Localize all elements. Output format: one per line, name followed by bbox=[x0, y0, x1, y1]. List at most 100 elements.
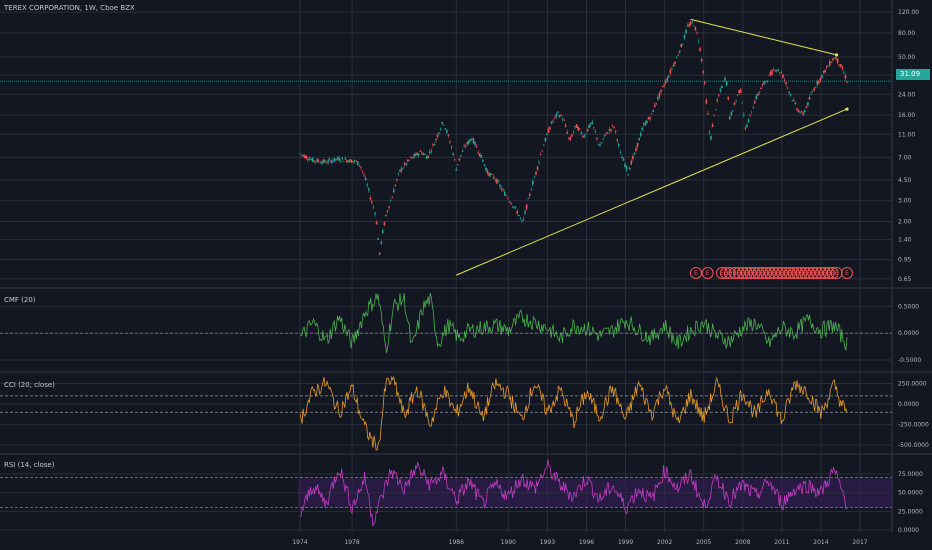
y-tick-label: -500.0000 bbox=[898, 442, 929, 449]
candle-body bbox=[500, 188, 503, 190]
candle-body bbox=[802, 112, 805, 115]
candle-body bbox=[603, 134, 606, 136]
earnings-marker-icon bbox=[779, 267, 792, 279]
candle-body bbox=[546, 133, 548, 135]
candle-body bbox=[836, 58, 839, 63]
indicator-line bbox=[299, 459, 848, 527]
candle-body bbox=[541, 150, 544, 152]
earnings-marker-icon bbox=[795, 267, 808, 279]
candle-body bbox=[652, 109, 654, 113]
candle-body bbox=[668, 76, 670, 78]
candle-body bbox=[302, 154, 304, 156]
y-tick-label: 24.00 bbox=[898, 91, 915, 98]
earnings-marker-icon bbox=[764, 267, 777, 279]
earnings-marker-label: E bbox=[819, 270, 823, 277]
candle-body bbox=[505, 195, 508, 197]
candle-body bbox=[616, 139, 619, 141]
candle-body bbox=[732, 110, 734, 112]
candle-body bbox=[722, 80, 725, 82]
candle-body bbox=[316, 159, 318, 163]
candle-body bbox=[685, 29, 687, 34]
candle-body bbox=[649, 117, 651, 120]
y-tick-label: 7.00 bbox=[898, 154, 912, 161]
candle-body bbox=[716, 99, 719, 102]
candle-body bbox=[714, 109, 717, 110]
candle-body bbox=[682, 44, 684, 45]
candle-body bbox=[702, 71, 704, 74]
candle-body bbox=[735, 100, 737, 102]
candle-body bbox=[671, 68, 673, 69]
candle-body bbox=[425, 156, 428, 159]
candle-body bbox=[342, 161, 345, 162]
candle-body bbox=[507, 198, 509, 199]
candle-body bbox=[611, 125, 614, 126]
candle-body bbox=[699, 47, 701, 51]
candle-body bbox=[385, 214, 387, 217]
candle-body bbox=[347, 160, 350, 163]
candle-body bbox=[352, 161, 354, 162]
candle-body bbox=[310, 159, 312, 160]
candle-body bbox=[675, 57, 678, 58]
candle-body bbox=[774, 70, 776, 72]
candle-body bbox=[513, 206, 515, 208]
earnings-marker-label: E bbox=[720, 270, 724, 277]
candle-body bbox=[463, 145, 465, 147]
earnings-marker-icon bbox=[748, 267, 761, 279]
earnings-marker-icon bbox=[736, 267, 749, 279]
y-tick-label: 0.5000 bbox=[898, 303, 919, 310]
candle-body bbox=[328, 159, 331, 160]
candle-body bbox=[391, 196, 394, 198]
candle-body bbox=[843, 72, 845, 74]
candle-body bbox=[686, 25, 689, 27]
earnings-marker-icon bbox=[752, 267, 765, 279]
candle-body bbox=[322, 159, 325, 163]
candle-body bbox=[585, 133, 587, 135]
candle-body bbox=[488, 172, 490, 177]
earnings-marker-label: E bbox=[760, 270, 764, 277]
candle-body bbox=[396, 179, 398, 181]
candle-body bbox=[335, 159, 337, 160]
indicator-line bbox=[299, 292, 848, 354]
candle-body bbox=[764, 81, 767, 83]
candle-body bbox=[303, 155, 306, 159]
y-tick-label: 0.95 bbox=[898, 257, 912, 264]
candle-body bbox=[674, 61, 676, 64]
candle-body bbox=[471, 138, 473, 141]
candle-body bbox=[786, 87, 789, 89]
candle-body bbox=[672, 64, 675, 67]
cci-pane-label: CCI (20, close) bbox=[4, 381, 55, 389]
candle-body bbox=[361, 170, 364, 172]
candle-body bbox=[324, 160, 326, 163]
candle-body bbox=[521, 220, 523, 222]
candle-body bbox=[317, 160, 320, 162]
candle-body bbox=[383, 222, 386, 226]
candle-body bbox=[647, 117, 650, 120]
candle-body bbox=[460, 155, 462, 156]
candle-body bbox=[572, 131, 575, 133]
candle-body bbox=[608, 129, 611, 131]
candle-body bbox=[514, 207, 517, 208]
candle-body bbox=[336, 157, 339, 160]
candle-body bbox=[724, 77, 726, 81]
candle-body bbox=[439, 128, 442, 130]
x-tick-label: 1978 bbox=[344, 539, 359, 546]
candle-body bbox=[793, 99, 795, 101]
earnings-marker-label: E bbox=[724, 270, 728, 277]
candle-body bbox=[805, 106, 808, 108]
candle-body bbox=[761, 84, 764, 86]
candle-body bbox=[688, 24, 690, 27]
candle-body bbox=[530, 189, 533, 191]
candle-body bbox=[588, 124, 590, 128]
candle-body bbox=[394, 184, 397, 187]
candle-body bbox=[542, 145, 545, 146]
candle-body bbox=[661, 86, 664, 88]
candle-body bbox=[639, 133, 642, 136]
candle-body bbox=[408, 159, 411, 161]
x-tick-label: 1993 bbox=[540, 539, 555, 546]
candle-body bbox=[307, 159, 309, 160]
earnings-marker-icon bbox=[740, 267, 753, 279]
candle-body bbox=[766, 80, 769, 82]
earnings-marker-icon bbox=[826, 267, 839, 279]
candle-body bbox=[632, 156, 634, 159]
